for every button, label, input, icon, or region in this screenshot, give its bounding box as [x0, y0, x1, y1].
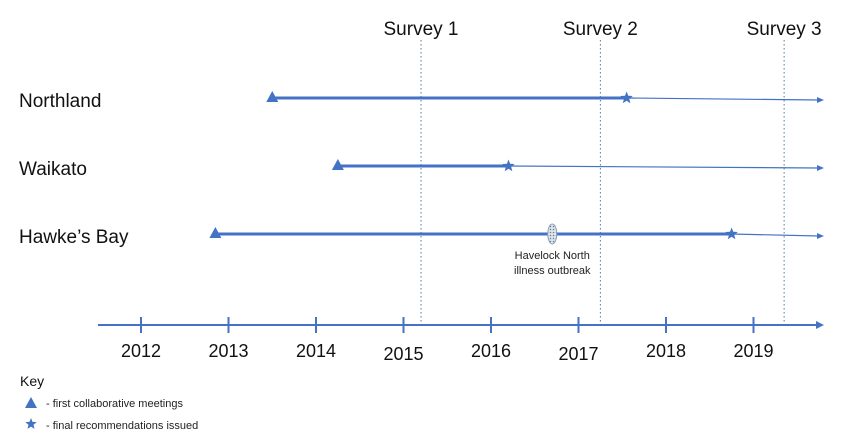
tick-label: 2017 [558, 344, 598, 364]
region-layer: Northland Waikato Hawke’s Bay [19, 91, 824, 248]
tick-label: 2016 [471, 341, 511, 361]
key-star-text: - final recommendations issued [46, 420, 198, 432]
tick-label: 2013 [208, 341, 248, 361]
continuation-arrow-icon [817, 233, 824, 239]
continuation-arrow-icon [817, 165, 824, 171]
survey-1-label: Survey 1 [384, 19, 459, 40]
first-meeting-triangle-icon [331, 159, 344, 170]
continuation-line [731, 233, 820, 237]
star-icon [25, 418, 37, 429]
event-layer: Havelock North illness outbreak [514, 223, 591, 277]
key-legend: Key - first collaborative meetings - fin… [20, 373, 198, 432]
region-label: Waikato [19, 159, 87, 180]
recommendations-star-icon [620, 91, 633, 104]
recommendations-star-icon [725, 227, 738, 240]
recommendations-star-icon [502, 159, 515, 172]
first-meeting-triangle-icon [266, 91, 279, 102]
tick-label: 2015 [383, 344, 423, 364]
tick-label: 2018 [646, 341, 686, 361]
continuation-arrow-icon [817, 97, 824, 103]
event-label-line2: illness outbreak [514, 265, 591, 277]
tick-label: 2012 [121, 341, 161, 361]
survey-2-label: Survey 2 [563, 19, 638, 40]
survey-3-label: Survey 3 [747, 19, 822, 40]
continuation-line [508, 165, 820, 169]
key-title: Key [20, 373, 44, 389]
tick-label: 2014 [296, 341, 336, 361]
first-meeting-triangle-icon [209, 227, 222, 238]
region-label: Northland [19, 91, 101, 112]
tick-label: 2019 [733, 341, 773, 361]
triangle-icon [25, 397, 37, 408]
event-label-line1: Havelock North [515, 250, 590, 262]
continuation-line [626, 97, 820, 101]
region-label: Hawke’s Bay [19, 227, 129, 248]
survey-layer: Survey 1 Survey 2 Survey 3 [384, 19, 822, 328]
outbreak-marker-icon [547, 223, 558, 245]
key-triangle-text: - first collaborative meetings [46, 398, 183, 410]
year-axis: 2012 2013 2014 2015 2016 2017 2018 2019 [98, 317, 824, 364]
axis-arrow-icon [816, 321, 824, 329]
